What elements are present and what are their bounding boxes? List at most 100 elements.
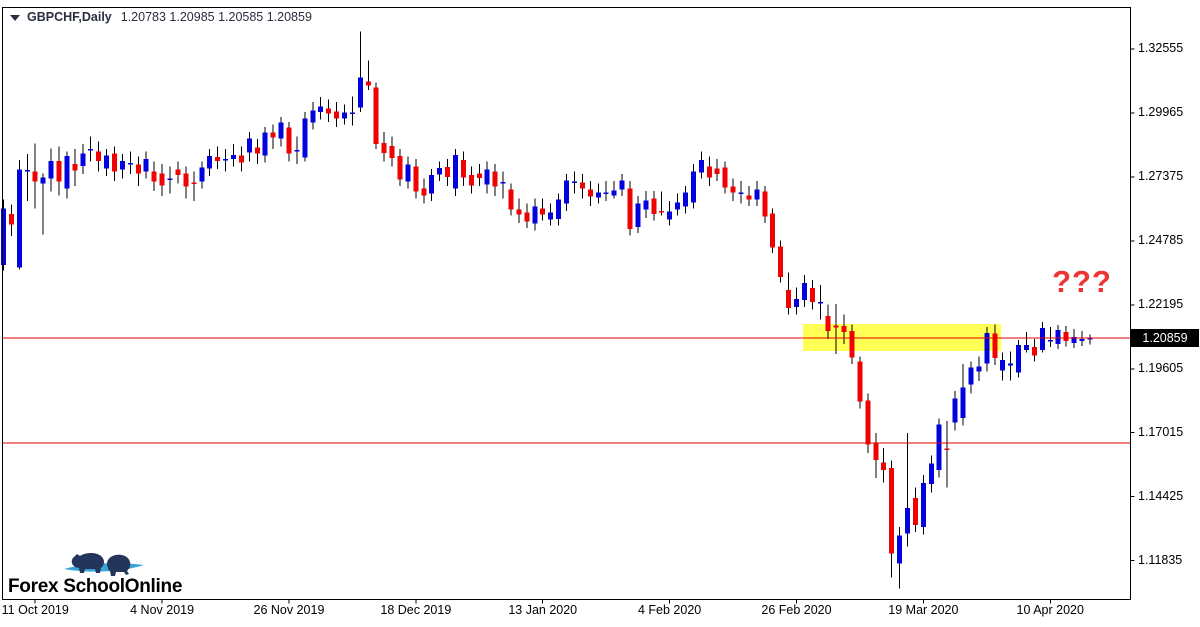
bear-candle-body (183, 173, 189, 187)
candle (143, 151, 149, 179)
bull-candle-body (738, 192, 744, 195)
bear-candle-body (215, 157, 221, 162)
bull-candle-body (80, 153, 86, 167)
bear-candle-body (579, 182, 585, 189)
candle (548, 203, 554, 226)
candle (397, 149, 403, 187)
candle (72, 149, 78, 187)
candle (1079, 331, 1085, 347)
bull-candle-body (667, 211, 673, 220)
candle (223, 149, 229, 172)
bull-candle-body (564, 180, 570, 204)
bull-candle-body (905, 508, 911, 534)
current-price-box: 1.20859 (1131, 329, 1199, 347)
bull-candle-body (690, 171, 696, 203)
bull-candle-body (318, 106, 324, 113)
candle (881, 447, 887, 483)
candle (183, 166, 189, 199)
candle (770, 208, 776, 253)
bull-candle-body (936, 424, 942, 470)
bull-icon (71, 553, 104, 573)
bear-candle-body (778, 246, 784, 277)
candle (484, 161, 490, 194)
bull-bear-logo-icon (64, 553, 144, 576)
candle (24, 153, 30, 201)
bear-candle-body (72, 163, 78, 171)
bear-candle-body (849, 331, 855, 358)
candle (540, 198, 546, 221)
candle (984, 326, 990, 372)
bear-candle-body (492, 171, 498, 187)
bear-candle-body (135, 164, 141, 174)
symbol-dropdown-triangle-icon[interactable] (10, 15, 20, 21)
candle (690, 163, 696, 209)
bull-candle-body (928, 463, 934, 484)
candle (16, 160, 22, 270)
candle (651, 191, 657, 221)
candle (254, 139, 260, 164)
bear-candle-body (373, 87, 379, 144)
bear-candle-body (445, 166, 451, 177)
candle (262, 126, 268, 163)
candle (80, 144, 86, 174)
candle (857, 356, 863, 409)
candle (532, 198, 538, 231)
bear-candle-body (508, 189, 514, 210)
bull-candle-body (960, 387, 966, 418)
bull-candle-body (611, 190, 617, 196)
bear-candle-body (326, 108, 332, 114)
candle (215, 146, 221, 169)
candle (413, 158, 419, 199)
price-axis-label: 1.32555 (1138, 40, 1184, 55)
bear-candle-body (397, 156, 403, 180)
bull-candle-body (64, 156, 70, 189)
candle (167, 166, 173, 194)
bear-icon (106, 554, 131, 576)
bull-candle-body (500, 181, 506, 184)
candle (643, 191, 649, 219)
bull-candle-body (897, 535, 903, 564)
bull-candle-body (223, 158, 229, 161)
bull-candle-body (984, 333, 990, 364)
candle (992, 324, 998, 366)
candle (841, 314, 847, 345)
chart-title: GBPCHF,Daily 1.20783 1.20985 1.20585 1.2… (7, 10, 312, 24)
candle (8, 204, 14, 236)
candle (96, 141, 102, 172)
candle (1071, 329, 1077, 349)
candle (1023, 332, 1029, 353)
bull-candle-body (976, 366, 982, 372)
bear-candle-body (651, 198, 657, 214)
price-axis-label: 1.11835 (1138, 552, 1183, 567)
bull-candle-body (675, 202, 681, 210)
price-axis-label: 1.17015 (1138, 424, 1184, 439)
date-axis-label: 26 Nov 2019 (253, 603, 325, 617)
bear-candle-body (809, 287, 815, 302)
candle (556, 193, 562, 226)
candle (905, 433, 911, 547)
candle (778, 240, 784, 283)
candle (1087, 334, 1093, 345)
candle (1016, 340, 1022, 378)
bear-candle-body (476, 173, 482, 179)
candle (571, 171, 577, 194)
candle (611, 181, 617, 199)
bear-candle-body (238, 155, 244, 163)
bull-candle-body (556, 199, 562, 220)
candle (270, 124, 276, 150)
bear-candle-body (833, 325, 839, 328)
candle (421, 178, 427, 204)
candle (334, 102, 340, 127)
bear-candle-body (873, 442, 879, 460)
candle (603, 181, 609, 201)
bear-candle-body (421, 188, 427, 196)
bear-candle-body (944, 448, 950, 451)
bull-candle-body (1079, 338, 1085, 342)
bull-candle-body (484, 169, 490, 185)
candle (341, 104, 347, 125)
candle (151, 161, 157, 192)
bull-candle-body (24, 169, 30, 172)
candle (32, 143, 38, 209)
